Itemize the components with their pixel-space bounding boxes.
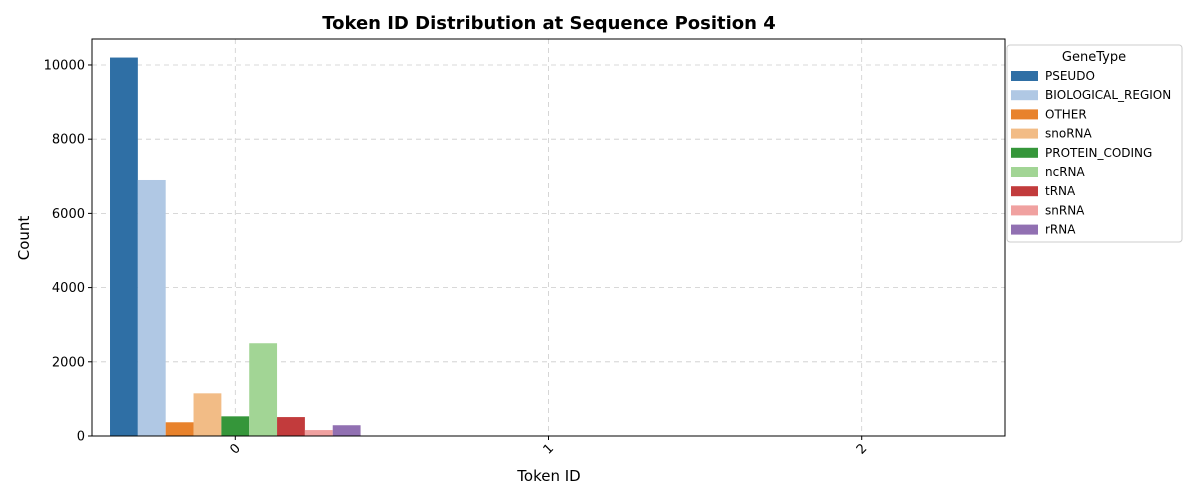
- legend-swatch: [1011, 128, 1038, 139]
- legend-swatch: [1011, 224, 1038, 235]
- legend-swatch: [1011, 167, 1038, 177]
- bar: [249, 343, 278, 436]
- y-axis-label: Count: [15, 216, 33, 261]
- legend-label: OTHER: [1045, 107, 1087, 121]
- x-tick-label: 0: [227, 441, 243, 457]
- legend-label: tRNA: [1045, 184, 1076, 198]
- grid: [92, 39, 1005, 437]
- x-tick-label: 2: [854, 441, 870, 457]
- legend-swatch: [1011, 205, 1038, 216]
- x-axis-label: Token ID: [516, 467, 580, 485]
- legend-label: BIOLOGICAL_REGION: [1045, 88, 1171, 102]
- bar: [110, 57, 138, 437]
- y-axis-ticks: 0 2000 4000 6000 8000 10000: [44, 58, 92, 445]
- bars: [110, 57, 361, 437]
- bar: [137, 179, 166, 436]
- legend: GeneType PSEUDO BIOLOGICAL_REGION OTHER sno…: [1006, 44, 1183, 243]
- y-tick-label: 8000: [52, 133, 85, 148]
- x-tick-label: 1: [541, 441, 557, 457]
- y-tick-label: 4000: [52, 281, 85, 296]
- legend-label: PSEUDO: [1045, 69, 1095, 83]
- legend-swatch: [1011, 186, 1038, 197]
- bar: [221, 416, 250, 436]
- legend-title: GeneType: [1062, 50, 1126, 65]
- legend-items: PSEUDO BIOLOGICAL_REGION OTHER snoRNA PROTEI…: [1011, 69, 1171, 237]
- legend-label: PROTEIN_CODING: [1045, 146, 1152, 160]
- legend-swatch: [1011, 109, 1038, 120]
- chart-title: Token ID Distribution at Sequence Positi…: [322, 13, 776, 34]
- legend-swatch: [1011, 71, 1038, 81]
- legend-label: rRNA: [1045, 223, 1076, 237]
- y-tick-label: 2000: [52, 355, 85, 370]
- bar: [277, 417, 305, 436]
- legend-swatch: [1011, 90, 1038, 101]
- legend-label: snRNA: [1045, 203, 1085, 217]
- legend-box: [1006, 44, 1183, 243]
- bar: [193, 393, 222, 436]
- x-axis-ticks: 0 1 2: [227, 436, 870, 458]
- legend-swatch: [1011, 147, 1038, 158]
- legend-label: ncRNA: [1045, 165, 1086, 179]
- bar: [165, 422, 194, 436]
- bar: [304, 430, 333, 436]
- y-tick-label: 6000: [52, 207, 85, 222]
- bar: [332, 425, 361, 436]
- legend-label: snoRNA: [1045, 127, 1093, 141]
- y-tick-label: 10000: [44, 58, 85, 73]
- y-tick-label: 0: [77, 430, 85, 445]
